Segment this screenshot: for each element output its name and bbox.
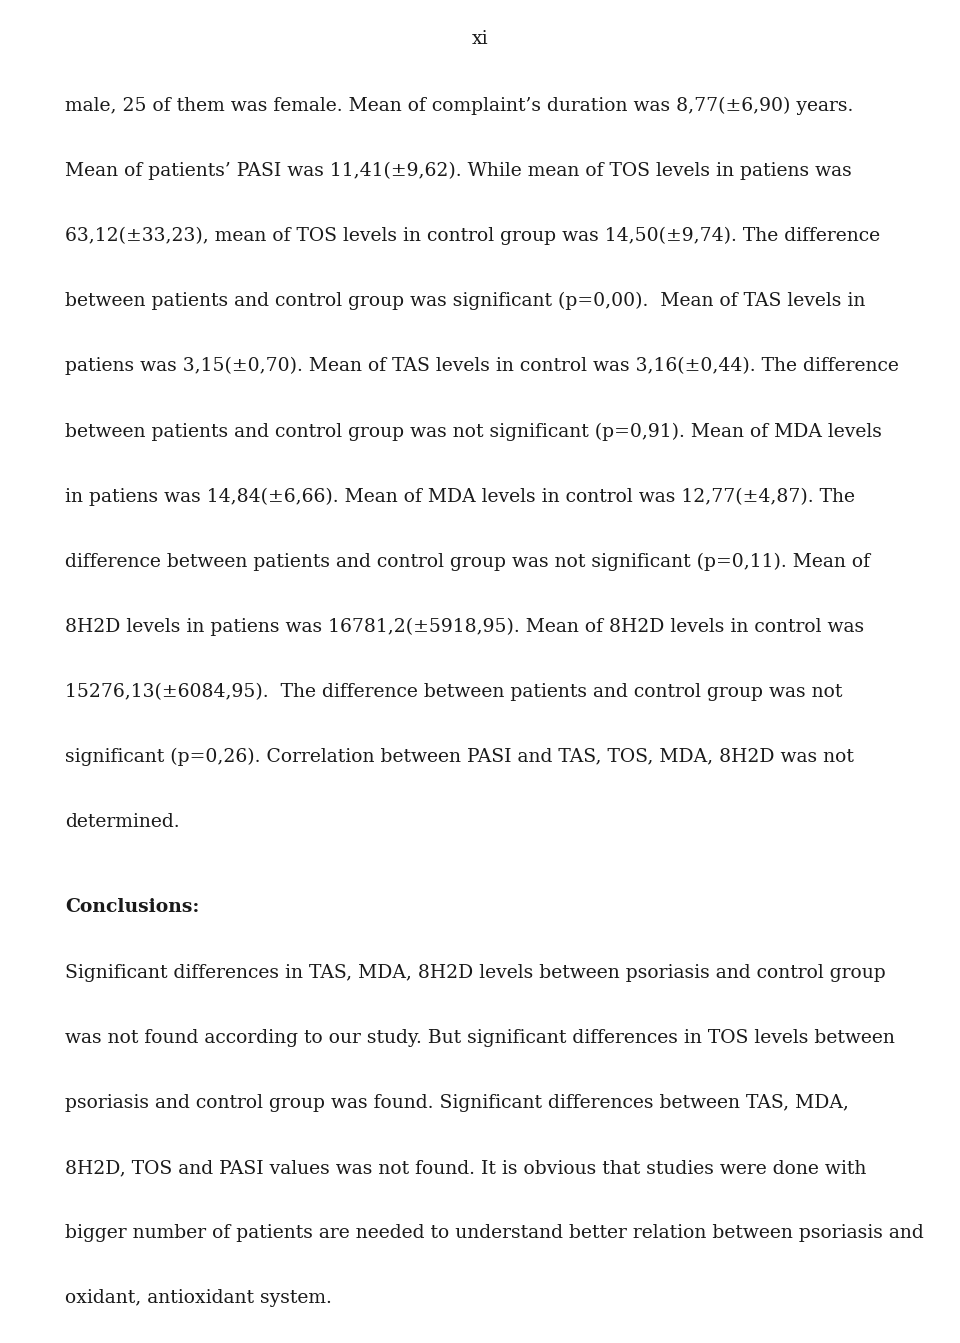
Text: 8H2D levels in patiens was 16781,2(±5918,95). Mean of 8H2D levels in control was: 8H2D levels in patiens was 16781,2(±5918… <box>65 618 864 637</box>
Text: patiens was 3,15(±0,70). Mean of TAS levels in control was 3,16(±0,44). The diff: patiens was 3,15(±0,70). Mean of TAS lev… <box>65 357 900 376</box>
Text: in patiens was 14,84(±6,66). Mean of MDA levels in control was 12,77(±4,87). The: in patiens was 14,84(±6,66). Mean of MDA… <box>65 488 855 506</box>
Text: male, 25 of them was female. Mean of complaint’s duration was 8,77(±6,90) years.: male, 25 of them was female. Mean of com… <box>65 97 853 115</box>
Text: between patients and control group was not significant (p=0,91). Mean of MDA lev: between patients and control group was n… <box>65 422 882 441</box>
Text: 63,12(±33,23), mean of TOS levels in control group was 14,50(±9,74). The differe: 63,12(±33,23), mean of TOS levels in con… <box>65 227 880 246</box>
Text: Significant differences in TAS, MDA, 8H2D levels between psoriasis and control g: Significant differences in TAS, MDA, 8H2… <box>65 963 886 982</box>
Text: 15276,13(±6084,95).  The difference between patients and control group was not: 15276,13(±6084,95). The difference betwe… <box>65 682 843 701</box>
Text: significant (p=0,26). Correlation between PASI and TAS, TOS, MDA, 8H2D was not: significant (p=0,26). Correlation betwee… <box>65 748 854 767</box>
Text: determined.: determined. <box>65 813 180 831</box>
Text: Mean of patients’ PASI was 11,41(±9,62). While mean of TOS levels in patiens was: Mean of patients’ PASI was 11,41(±9,62).… <box>65 161 852 180</box>
Text: between patients and control group was significant (p=0,00).  Mean of TAS levels: between patients and control group was s… <box>65 291 866 310</box>
Text: was not found according to our study. But significant differences in TOS levels : was not found according to our study. Bu… <box>65 1029 895 1046</box>
Text: difference between patients and control group was not significant (p=0,11). Mean: difference between patients and control … <box>65 552 871 571</box>
Text: xi: xi <box>471 30 489 47</box>
Text: bigger number of patients are needed to understand better relation between psori: bigger number of patients are needed to … <box>65 1223 924 1242</box>
Text: Conclusions:: Conclusions: <box>65 898 200 916</box>
Text: 8H2D, TOS and PASI values was not found. It is obvious that studies were done wi: 8H2D, TOS and PASI values was not found.… <box>65 1159 867 1176</box>
Text: oxidant, antioxidant system.: oxidant, antioxidant system. <box>65 1289 332 1307</box>
Text: psoriasis and control group was found. Significant differences between TAS, MDA,: psoriasis and control group was found. S… <box>65 1093 850 1112</box>
